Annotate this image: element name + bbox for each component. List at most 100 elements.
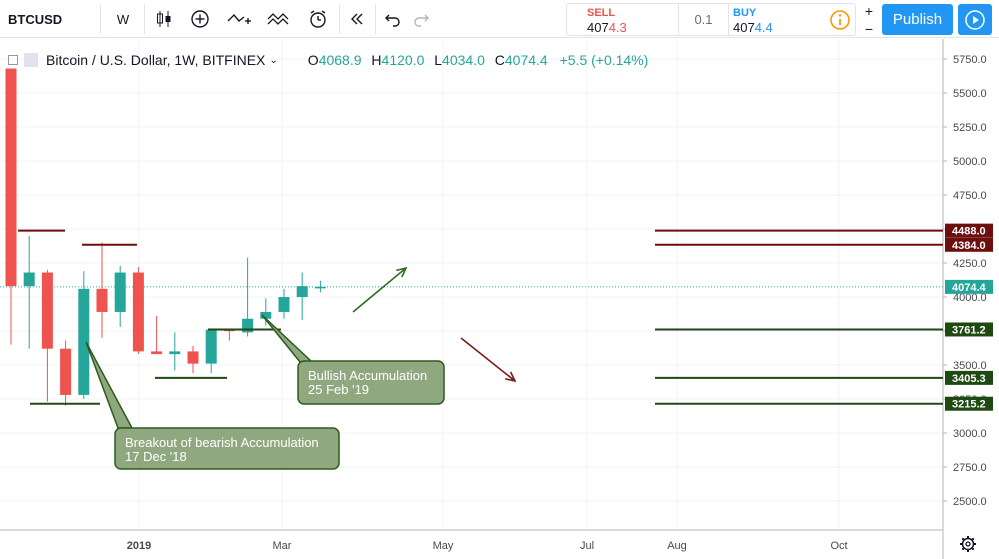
candle: [169, 332, 181, 371]
interval-button[interactable]: W: [116, 11, 130, 27]
symbol-search-button[interactable]: BTCUSD: [8, 11, 63, 27]
level-price-label: 4488.0: [952, 226, 986, 238]
price-tick-label: 3500.0: [953, 360, 987, 372]
play-icon[interactable]: [958, 4, 992, 35]
candle: [242, 257, 254, 337]
top-toolbar: BTCUSD W SELL: [0, 0, 999, 38]
info-icon[interactable]: [825, 4, 855, 35]
candle: [314, 280, 326, 293]
callout-line-2: 17 Dec '18: [125, 449, 187, 464]
redo-icon[interactable]: [408, 0, 434, 38]
candle: [23, 235, 35, 349]
chart-legend: Bitcoin / U.S. Dollar, 1W, BITFINEX ⌄ O4…: [8, 49, 648, 71]
chart-settings-icon[interactable]: [960, 536, 976, 552]
spread-value: 0.1: [679, 4, 729, 35]
time-tick-label: Oct: [830, 540, 847, 552]
candle-body: [114, 272, 126, 312]
price-tick-label: 2500.0: [953, 496, 987, 508]
legend-pane-icon: [24, 53, 38, 67]
time-tick-label: Mar: [273, 540, 292, 552]
callout-line-1: Bullish Accumulation: [308, 368, 427, 383]
time-tick-label: 2019: [127, 540, 151, 552]
level-price-label: 3405.3: [952, 373, 986, 385]
candle: [132, 267, 144, 355]
toolbar-divider: [144, 4, 145, 34]
add-indicator-icon[interactable]: [186, 0, 214, 38]
legend-ohlc: O4068.9 H4120.0 L4034.0 C4074.4 +5.5 (+0…: [307, 52, 649, 68]
time-axis[interactable]: 2019 Mar May Jul Aug Oct: [127, 540, 848, 552]
price-tick-label: 4250.0: [953, 258, 987, 270]
price-tick-label: 4000.0: [953, 292, 987, 304]
close-value: 4074.4: [504, 52, 548, 68]
level-price-badge: [945, 223, 993, 238]
chart-axes: [0, 39, 944, 559]
candle-body: [278, 297, 290, 312]
candle-body: [132, 272, 144, 352]
sell-label: SELL: [587, 7, 616, 19]
candle: [96, 242, 108, 338]
bearish-arrow: [460, 337, 517, 383]
candle: [151, 316, 163, 355]
candle-series: [5, 68, 326, 406]
indicators-icon[interactable]: [264, 0, 294, 38]
candle-body: [41, 272, 53, 349]
price-tick-label: 4750.0: [953, 190, 987, 202]
collapse-legend-icon[interactable]: [8, 55, 18, 65]
candle-body: [78, 288, 90, 395]
callout-line-1: Breakout of bearish Accumulation: [125, 435, 319, 450]
low-value: 4034.0: [442, 52, 485, 68]
candle-body: [23, 272, 35, 287]
level-price-badge: [945, 322, 993, 337]
candle: [278, 288, 290, 319]
price-tick-label: 3000.0: [953, 428, 987, 440]
publish-button[interactable]: Publish: [882, 4, 953, 35]
compare-icon[interactable]: [224, 0, 254, 38]
level-price-label: 3215.2: [952, 399, 986, 411]
level-price-label: 4384.0: [952, 240, 986, 252]
price-tick-label: 2750.0: [953, 462, 987, 474]
candle: [60, 340, 72, 406]
alert-icon[interactable]: [304, 0, 332, 38]
candle-body: [5, 68, 17, 287]
candle-body: [314, 286, 326, 289]
sell-button[interactable]: SELL 4074.3: [567, 4, 679, 35]
candle: [260, 298, 272, 326]
time-tick-label: May: [433, 540, 454, 552]
candle: [5, 68, 17, 345]
level-price-badge: [945, 396, 993, 411]
candle-body: [151, 351, 163, 355]
level-price-badge: [945, 237, 993, 252]
candle: [205, 328, 217, 374]
minus-icon[interactable]: −: [864, 20, 874, 37]
price-tick-label: 5750.0: [953, 54, 987, 66]
candle-body: [60, 348, 72, 395]
replay-icon[interactable]: [344, 0, 370, 38]
undo-icon[interactable]: [380, 0, 406, 38]
candle: [114, 265, 126, 327]
sell-price: 4074.3: [587, 20, 627, 35]
buy-label: BUY: [733, 7, 757, 19]
price-tick-label: 5250.0: [953, 122, 987, 134]
plus-icon[interactable]: +: [864, 2, 874, 19]
sell-buy-panel: SELL 4074.3 0.1 BUY 4074.4: [566, 3, 856, 36]
chevron-down-icon[interactable]: ⌄: [269, 54, 278, 66]
callout-line-2: 25 Feb '19: [308, 382, 369, 397]
toolbar-divider: [375, 4, 376, 34]
price-chart[interactable]: 5750.05500.05250.05000.04750.04500.04250…: [0, 39, 999, 559]
candles-icon[interactable]: [150, 0, 178, 38]
buy-button[interactable]: BUY 4074.4: [713, 4, 813, 35]
toolbar-divider: [339, 4, 340, 34]
candle-body: [260, 311, 272, 319]
legend-symbol-title[interactable]: Bitcoin / U.S. Dollar, 1W, BITFINEX: [46, 52, 266, 68]
candle-body: [242, 318, 254, 333]
horizontal-levels: [18, 229, 943, 405]
price-tick-label: 5000.0: [953, 156, 987, 168]
candle-body: [169, 351, 181, 355]
last-price-badge: [945, 279, 993, 294]
buy-price: 4074.4: [733, 20, 773, 35]
candle-body: [187, 351, 199, 364]
